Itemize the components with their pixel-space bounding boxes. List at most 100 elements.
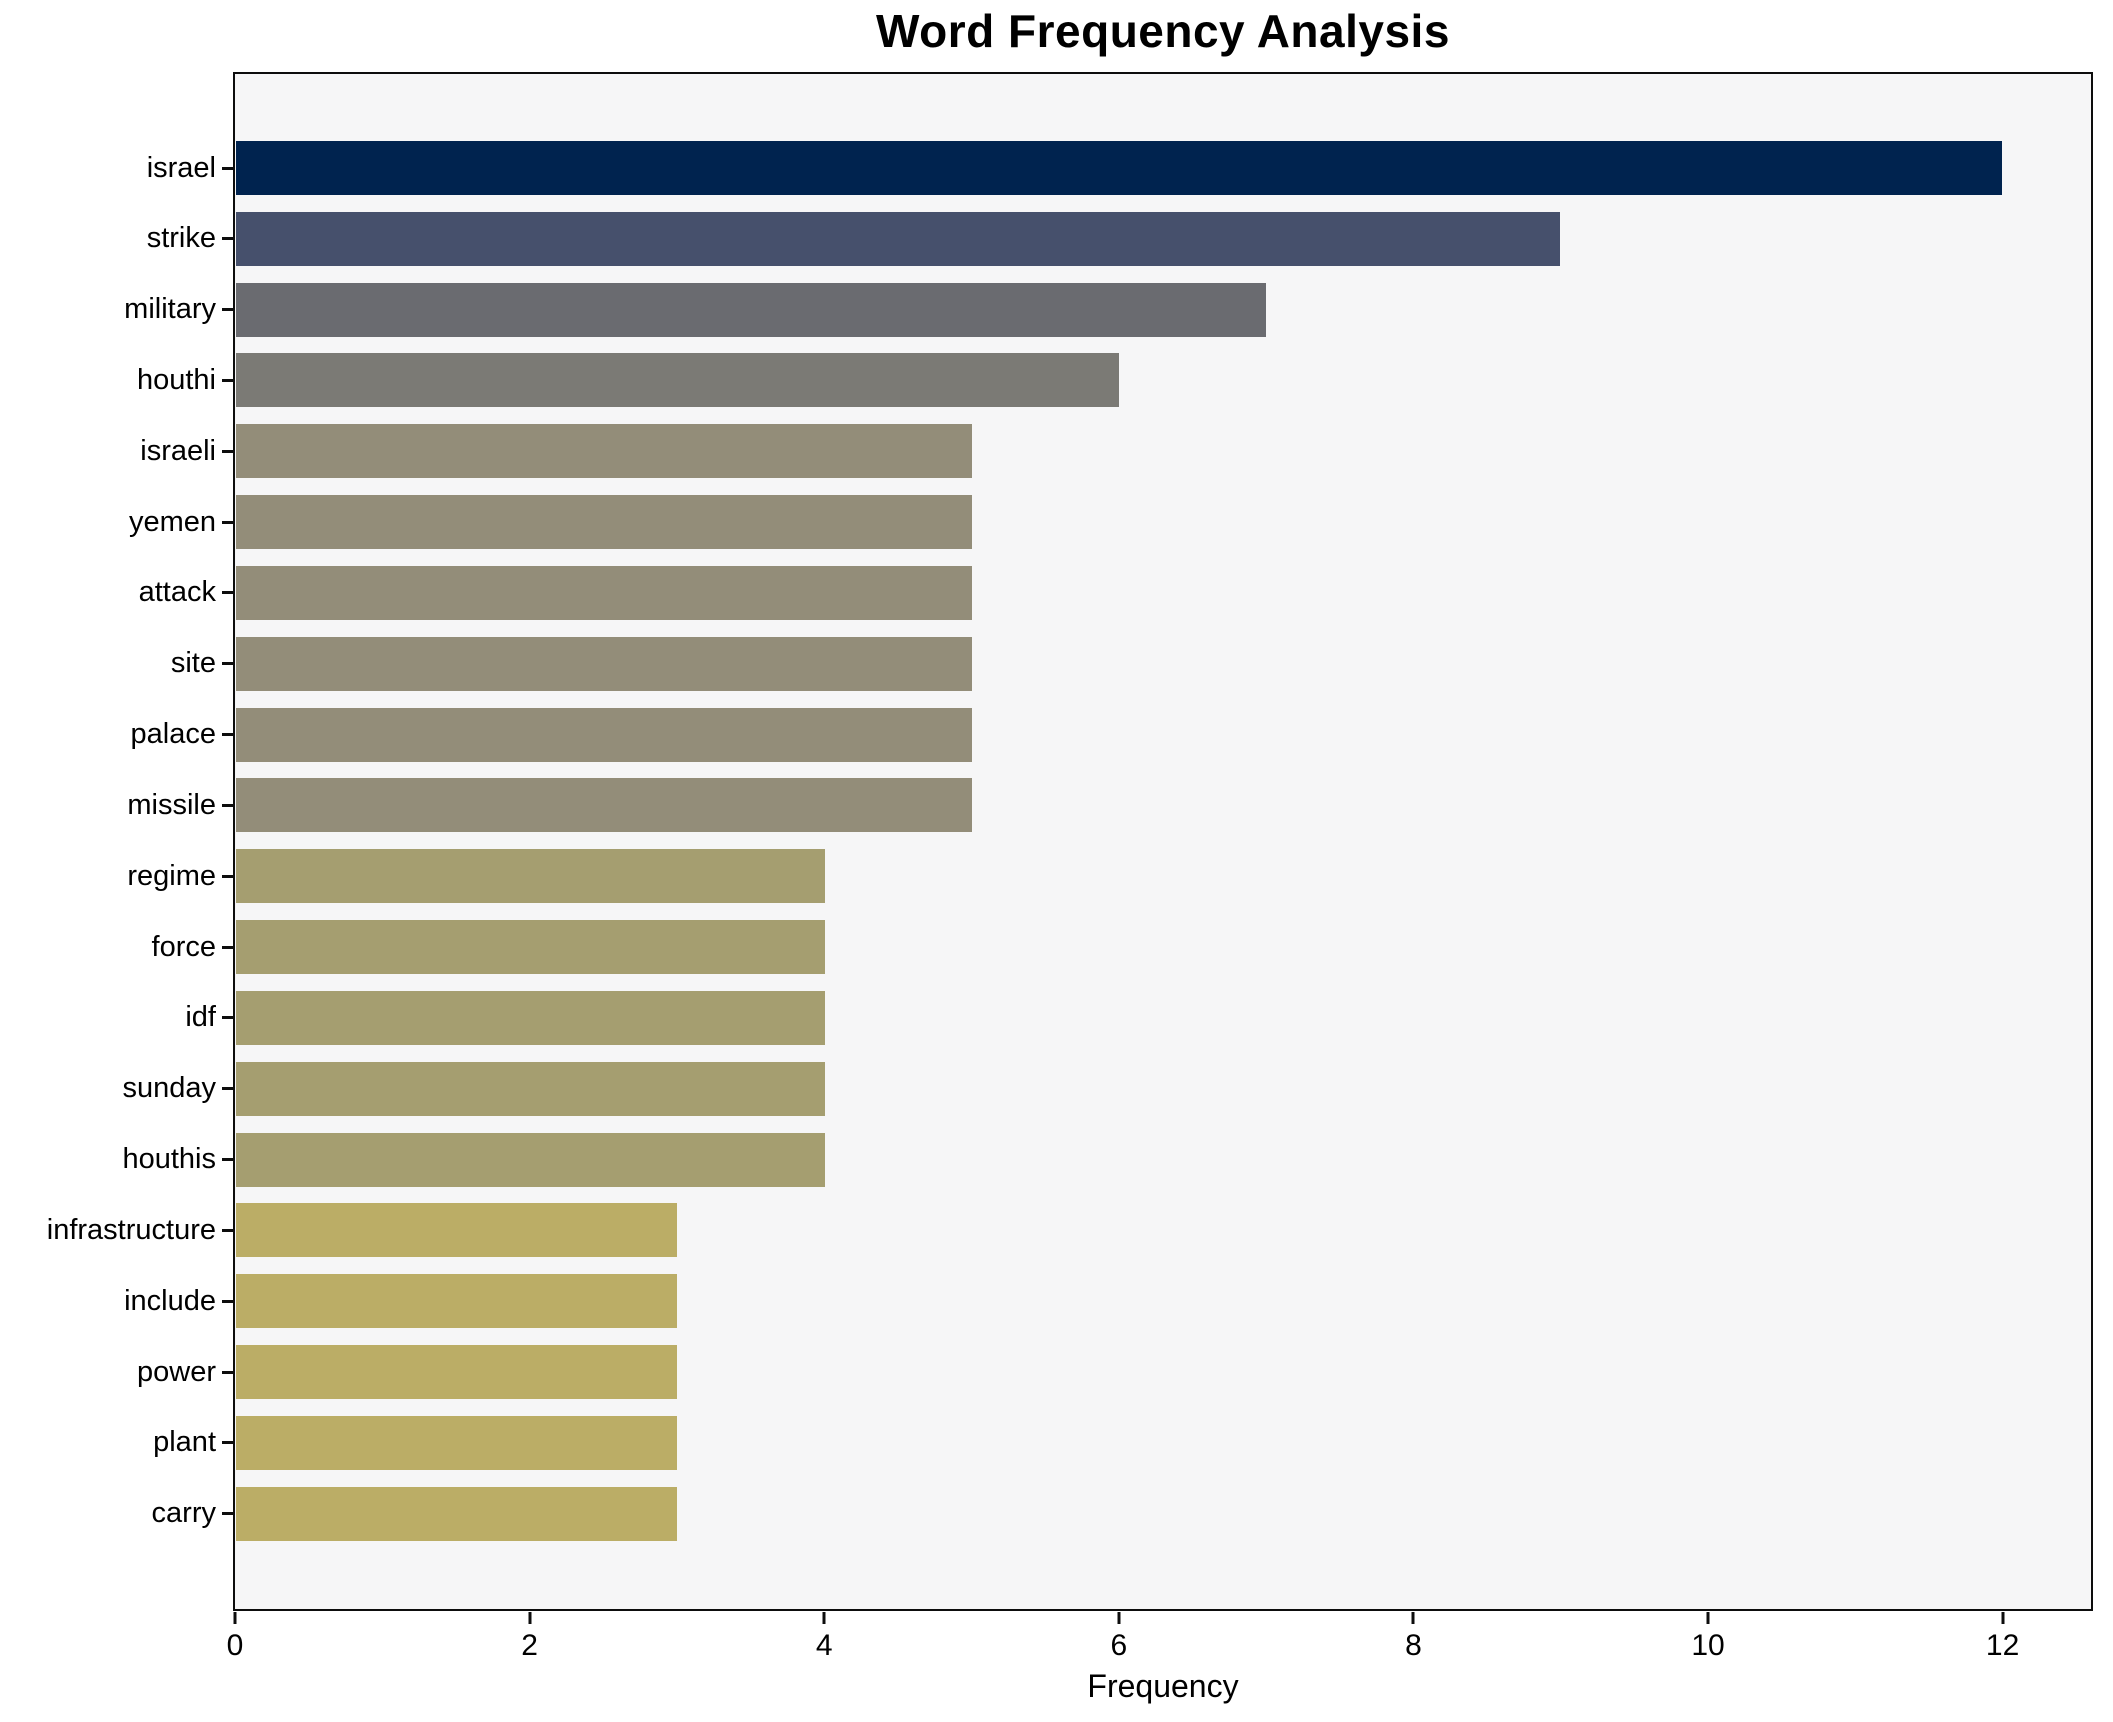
bar-track: [236, 990, 2090, 1045]
x-tick-mark: [2001, 1612, 2005, 1624]
y-tick-mark: [222, 733, 233, 737]
y-tick-mark: [222, 1016, 233, 1020]
y-axis-label: regime: [127, 859, 216, 892]
bar: [236, 1486, 678, 1541]
y-tick-mark: [222, 945, 233, 949]
bar-row: regime: [0, 849, 2090, 904]
bar: [236, 1345, 678, 1400]
y-axis-label: attack: [138, 576, 216, 609]
x-tick-mark: [528, 1612, 532, 1624]
bar: [236, 353, 1119, 408]
y-axis-label: military: [124, 293, 216, 326]
bar: [236, 636, 972, 691]
y-axis-label: force: [151, 930, 216, 963]
y-tick-mark: [222, 378, 233, 382]
y-tick-mark: [222, 1087, 233, 1091]
bar: [236, 1415, 678, 1470]
bar-track: [236, 778, 2090, 833]
bar: [236, 778, 972, 833]
bar-row: infrastructure: [0, 1203, 2090, 1258]
bar-track: [236, 565, 2090, 620]
bar-track: [236, 424, 2090, 479]
y-axis-label: include: [124, 1284, 216, 1317]
bar-row: palace: [0, 707, 2090, 762]
bar: [236, 495, 972, 550]
bar-row: plant: [0, 1415, 2090, 1470]
bar-track: [236, 707, 2090, 762]
x-tick-label: 12: [1985, 1629, 2020, 1662]
bar-row: houthi: [0, 353, 2090, 408]
bar-track: [236, 849, 2090, 904]
bar: [236, 707, 972, 762]
bar-row: site: [0, 636, 2090, 691]
x-tick-mark: [233, 1612, 237, 1624]
bar-row: idf: [0, 990, 2090, 1045]
bar-track: [236, 211, 2090, 266]
y-tick-mark: [222, 803, 233, 807]
bar: [236, 920, 825, 975]
x-tick-label: 8: [1405, 1629, 1422, 1662]
y-axis-label: site: [170, 647, 216, 680]
bar-row: attack: [0, 565, 2090, 620]
y-tick-mark: [222, 308, 233, 312]
bar-row: sunday: [0, 1061, 2090, 1116]
bar: [236, 211, 1561, 266]
y-axis-label: infrastructure: [46, 1213, 216, 1246]
y-tick-mark: [222, 1299, 233, 1303]
bar-track: [236, 920, 2090, 975]
bar-row: houthis: [0, 1132, 2090, 1187]
y-tick-mark: [222, 662, 233, 666]
bar-track: [236, 1203, 2090, 1258]
y-tick-mark: [222, 1370, 233, 1374]
bar-row: carry: [0, 1486, 2090, 1541]
bar-row: force: [0, 920, 2090, 975]
y-axis-label: power: [137, 1355, 216, 1388]
y-axis-label: houthis: [122, 1143, 216, 1176]
y-axis-label: houthi: [136, 363, 216, 396]
bar: [236, 849, 825, 904]
bar-row: yemen: [0, 495, 2090, 550]
x-tick-mark: [1117, 1612, 1121, 1624]
bar-track: [236, 1274, 2090, 1329]
bar-row: israel: [0, 141, 2090, 195]
bar-track: [236, 282, 2090, 337]
bar: [236, 282, 1266, 337]
bar-track: [236, 1415, 2090, 1470]
bar-track: [236, 1132, 2090, 1187]
x-tick-label: 6: [1110, 1629, 1128, 1662]
bar: [236, 565, 972, 620]
bar: [236, 990, 825, 1045]
bar-row: military: [0, 282, 2090, 337]
y-axis-label: carry: [151, 1497, 216, 1530]
chart-title: Word Frequency Analysis: [876, 5, 1450, 57]
x-tick-label: 10: [1691, 1629, 1725, 1662]
bar-rows: israel strike military houthi israeli yemen at…: [0, 141, 2090, 1541]
y-axis-label: israel: [146, 151, 216, 184]
bar: [236, 141, 2002, 195]
bar-row: power: [0, 1345, 2090, 1400]
x-tick-mark: [1411, 1612, 1415, 1624]
bar-row: israeli: [0, 424, 2090, 479]
y-axis-label: missile: [127, 788, 216, 821]
x-tick-label: 4: [815, 1629, 833, 1662]
bar: [236, 1132, 825, 1187]
y-tick-mark: [222, 1512, 233, 1516]
bar: [236, 1061, 825, 1116]
y-tick-mark: [222, 874, 233, 878]
bar-track: [236, 495, 2090, 550]
y-axis-label: strike: [146, 222, 216, 255]
y-tick-mark: [222, 237, 233, 241]
bar-track: [236, 353, 2090, 408]
x-tick-mark: [1706, 1612, 1710, 1624]
y-axis-label: palace: [130, 718, 216, 751]
y-axis-label: idf: [185, 1001, 216, 1034]
x-tick-label: 2: [521, 1629, 538, 1662]
y-tick-mark: [222, 1441, 233, 1445]
x-axis-title: Frequency: [1087, 1668, 1239, 1704]
y-tick-mark: [222, 1228, 233, 1232]
y-axis-label: plant: [153, 1426, 216, 1459]
y-tick-mark: [222, 1158, 233, 1162]
y-tick-mark: [222, 520, 233, 524]
y-tick-mark: [222, 166, 233, 170]
